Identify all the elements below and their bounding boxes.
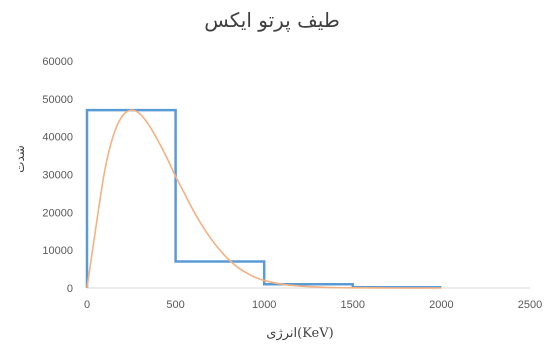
x-axis-label: انرژی(KeV) (266, 326, 334, 341)
y-tick-label: 60000 (42, 56, 73, 68)
y-tick-label: 10000 (42, 245, 73, 257)
x-tick-label: 1000 (252, 299, 276, 311)
series-line-1 (85, 108, 442, 289)
chart-title: طیف پرتو ایکس (204, 8, 340, 32)
x-tick-label: 0 (84, 299, 90, 311)
y-tick-label: 30000 (42, 170, 73, 182)
y-tick-label: 50000 (42, 94, 73, 106)
x-tick-label: 2500 (518, 299, 542, 311)
y-tick-label: 0 (67, 283, 73, 295)
x-tick-label: 2000 (429, 299, 453, 311)
y-tick-label: 20000 (42, 207, 73, 219)
series-line-2 (86, 109, 442, 289)
x-tick-label: 1500 (341, 299, 365, 311)
x-tick-label: 500 (166, 299, 184, 311)
y-tick-label: 40000 (42, 132, 73, 144)
y-axis-label: شدت (13, 145, 27, 173)
